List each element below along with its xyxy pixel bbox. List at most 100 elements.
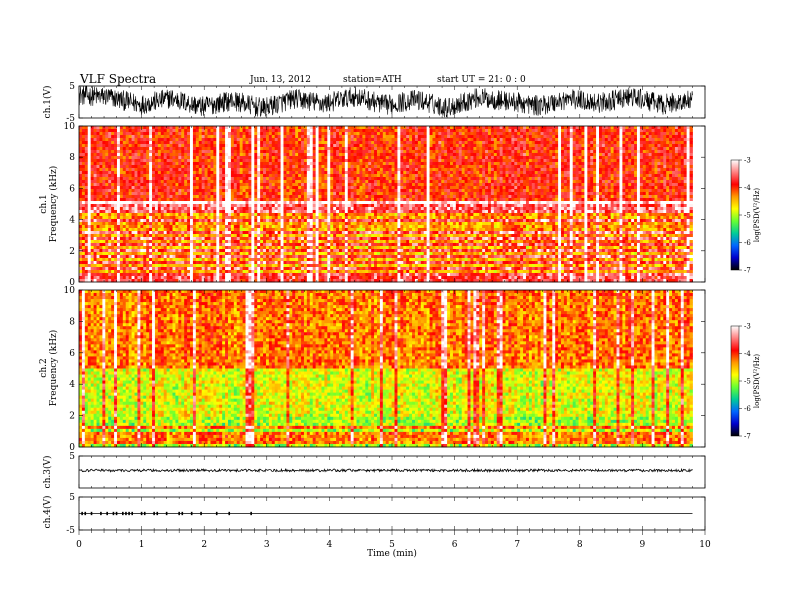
spectrogram-cell [382,174,387,178]
ch1-ytick-label: -5 [66,114,75,124]
spectrogram-cell [534,162,539,166]
spectrogram-cell [382,192,387,196]
spectrogram-cell [175,189,179,193]
spectrogram-cell [175,183,179,187]
spectrogram-cell [187,165,191,169]
spectrogram-cell [265,132,270,136]
spectrogram-cell [257,192,261,196]
spectrogram-cell [324,165,328,169]
spectrogram-cell [429,150,433,154]
spectrogram-cell [467,153,471,157]
spectrogram-cell [210,159,214,163]
spectrogram-cell [289,138,293,142]
spectrogram-cell [166,189,170,193]
spectrogram-cell [219,174,223,178]
spectrogram-cell [517,183,521,187]
spectrogram-cell [485,129,489,133]
spectrogram-cell [96,153,100,157]
spectrogram-cell [683,141,688,145]
spectrogram-cell [102,144,106,148]
spectrogram-cell [263,147,267,151]
spectrogram-cell [680,129,685,133]
spectrogram-cell [239,174,243,178]
spectrogram-cell [461,162,466,166]
spectrogram-cell [213,168,217,172]
spectrogram-cell [96,168,100,172]
spectrogram-cell [628,132,632,136]
spectrogram-cell [359,141,363,145]
spectrogram-cell [505,159,509,163]
spectrogram-cell [347,126,352,130]
spectrogram-cell [257,171,261,175]
spectrogram-cell [263,159,267,163]
spectrogram-cell [540,129,544,133]
spectrogram-cell [669,135,673,139]
spectrogram-cell [379,165,384,169]
spectrogram-cell [303,141,308,145]
spectrogram-cell [537,153,541,157]
spectrogram-cell [596,144,600,148]
spectrogram-cell [438,150,442,154]
spectrogram-cell [318,159,322,163]
spectrogram-cell [634,168,638,172]
spectrogram-cell [476,159,480,163]
spectrogram-cell [438,129,442,133]
spectrogram-cell [341,144,346,148]
spectrogram-cell [666,129,670,133]
spectrogram-cell [146,162,150,166]
spectrogram-cell [125,183,130,187]
spectrogram-cell [236,177,241,181]
spectrogram-cell [473,138,477,142]
spectrogram-cell [426,174,430,178]
spectrogram-cell [303,159,308,163]
spectrogram-cell [669,126,673,130]
spectrogram-cell [669,138,673,142]
spectrogram-cell [286,132,290,136]
spectrogram-cell [137,168,141,172]
spectrogram-cell [336,144,340,148]
spectrogram-cell [204,183,208,187]
spectrogram-cell [195,150,200,154]
spectrogram-cell [102,192,106,196]
spectrogram-cell [426,189,430,193]
spectrogram-cell [549,165,553,169]
spectrogram-cell [461,183,466,187]
spectrogram-cell [286,126,290,130]
spectrogram-cell [371,159,375,163]
spectrogram-cell [505,165,509,169]
spectrogram-cell [236,135,241,139]
spectrogram-cell [146,135,150,139]
spectrogram-cell [689,165,693,169]
spectrogram-cell [409,186,413,190]
spectrogram-cell [248,168,252,172]
spectrogram-cell [242,132,246,136]
spectrogram-cell [593,138,597,142]
spectrogram-cell [327,186,331,190]
spectrogram-cell [674,141,679,145]
spectrogram-cell [642,189,647,193]
spectrogram-cell [254,159,258,163]
spectrogram-cell [599,174,603,178]
spectrogram-cell [99,150,103,154]
spectrogram-cell [669,153,673,157]
spectrogram-cell [99,183,103,187]
spectrogram-cell [187,147,191,151]
spectrogram-cell [371,138,375,142]
spectrogram-cell [166,156,170,160]
spectrogram-cell [458,156,463,160]
spectrogram-cell [610,168,614,172]
spectrogram-cell [347,162,352,166]
spectrogram-cell [79,162,83,166]
spectrogram-cell [601,153,606,157]
spectrogram-cell [143,189,147,193]
spectrogram-cell [376,129,381,133]
spectrogram-cell [146,132,150,136]
spectrogram-cell [301,135,305,139]
spectrogram-cell [216,150,220,154]
spectrogram-cell [447,138,451,142]
spectrogram-cell [631,180,635,184]
spectrogram-cell [374,171,378,175]
spectrogram-cell [239,171,243,175]
spectrogram-cell [318,174,322,178]
spectrogram-cell [482,192,486,196]
